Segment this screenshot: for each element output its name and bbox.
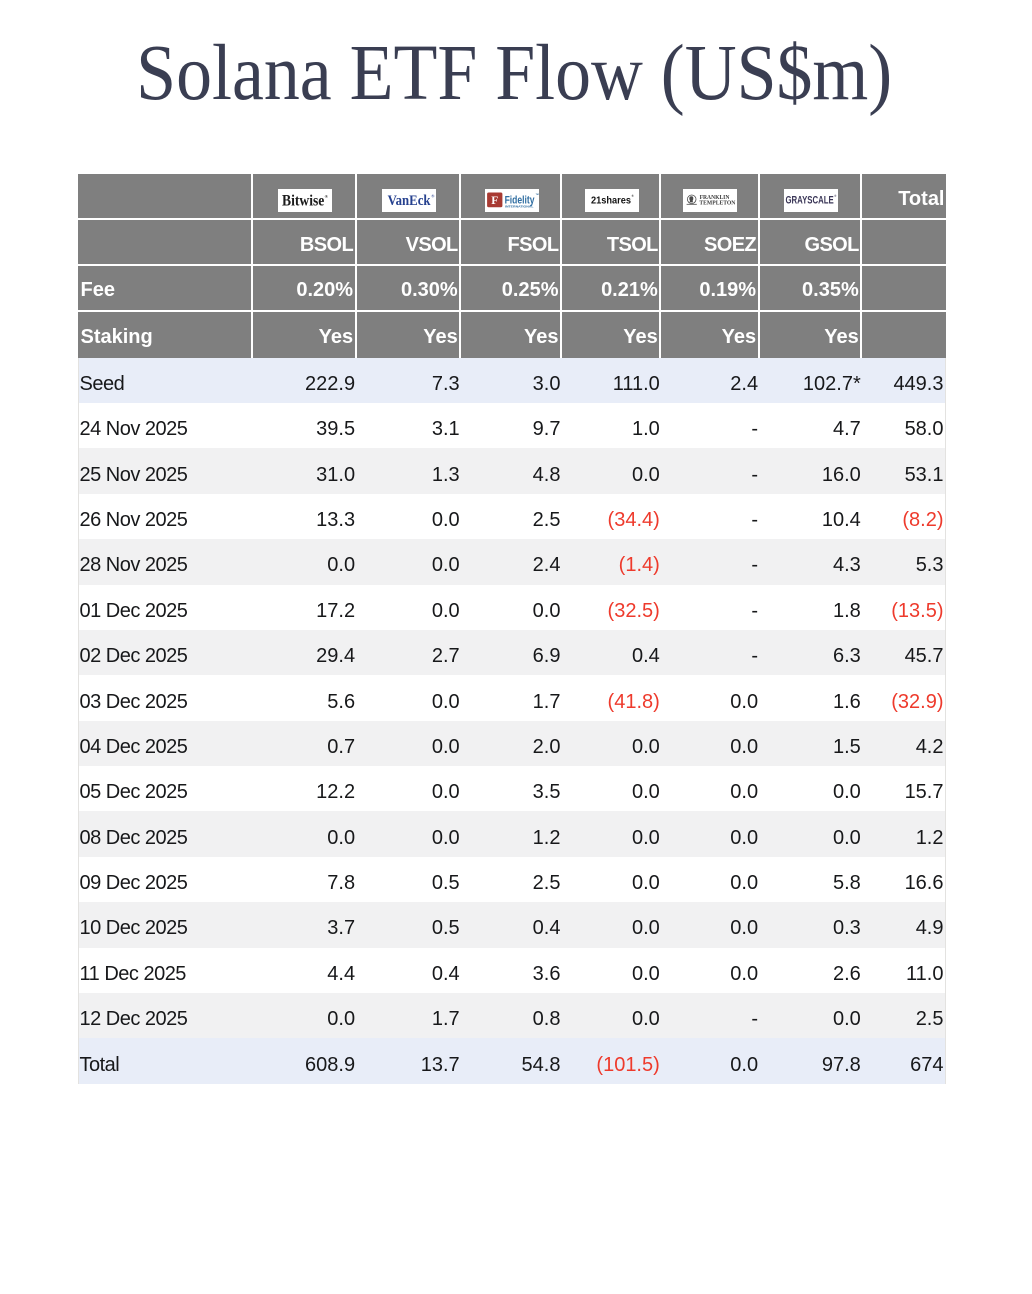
svg-text:INTERNATIONAL: INTERNATIONAL [505,204,534,208]
svg-text:TM: TM [535,194,538,196]
svg-text:VanEck: VanEck [387,192,430,208]
svg-text:®: ® [631,194,634,198]
svg-text:21shares: 21shares [591,195,631,206]
svg-text:F: F [491,195,498,207]
svg-text:®: ® [431,193,434,198]
svg-text:Bitwise: Bitwise [282,192,324,209]
svg-text:®: ® [324,193,328,198]
svg-text:FRANKLIN: FRANKLIN [700,193,730,200]
svg-text:Fidelity: Fidelity [504,194,534,206]
svg-text:®: ® [834,194,837,198]
svg-text:GRAYSCALE: GRAYSCALE [785,194,833,206]
svg-text:TEMPLETON: TEMPLETON [700,199,736,206]
